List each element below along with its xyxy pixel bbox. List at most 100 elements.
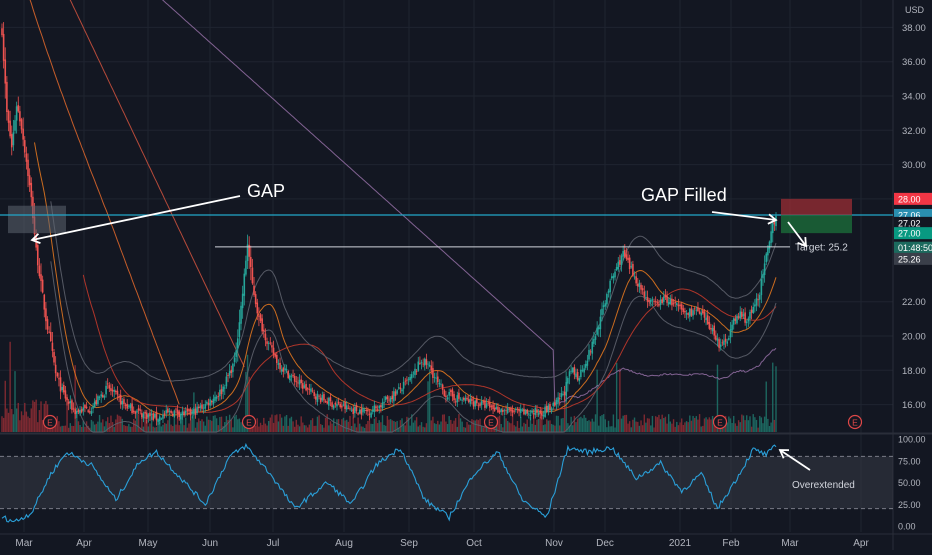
volume-bar: [667, 414, 670, 432]
profit-zone: [781, 214, 852, 234]
volume-bar: [80, 426, 83, 432]
candle-body: [770, 231, 772, 243]
volume-bar: [175, 424, 177, 432]
candle-body: [623, 249, 626, 257]
volume-bar: [474, 420, 476, 432]
volume-bar: [180, 417, 182, 432]
candle-body: [474, 400, 476, 407]
volume-bar: [154, 427, 156, 432]
candle-body: [531, 410, 533, 413]
volume-bar: [92, 421, 94, 432]
candle-body: [480, 401, 483, 406]
candle-body: [162, 414, 164, 419]
candle-body: [95, 399, 98, 405]
candle-body: [542, 415, 545, 417]
volume-bar: [368, 420, 371, 432]
candle-body: [484, 400, 486, 408]
candle-body: [106, 383, 109, 385]
candle-body: [432, 368, 434, 378]
candle-body: [412, 372, 415, 374]
x-tick-label: Jun: [202, 538, 218, 549]
volume-bar: [61, 425, 63, 432]
candle-body: [64, 390, 67, 399]
candle-body: [380, 405, 382, 408]
volume-bar: [24, 402, 26, 432]
volume-bar: [357, 417, 359, 432]
volume-bar: [406, 416, 408, 432]
volume-bar: [93, 424, 96, 432]
volume-bar: [687, 422, 689, 432]
x-tick-label: Apr: [853, 538, 869, 549]
volume-bar: [261, 425, 263, 432]
volume-bar: [85, 421, 88, 432]
volume-bar: [133, 419, 135, 432]
candle-body: [557, 397, 559, 403]
volume-bar: [707, 419, 709, 432]
volume-bar: [297, 424, 299, 432]
candle-body: [384, 396, 387, 400]
volume-bar: [741, 414, 743, 432]
candle-body: [383, 401, 385, 403]
volume-bar: [393, 420, 395, 432]
volume-bar: [302, 422, 304, 432]
volume-bar: [259, 422, 262, 432]
candle-body: [272, 347, 275, 355]
volume-bar: [458, 414, 460, 432]
volume-bar: [728, 416, 730, 432]
candle-body: [241, 293, 244, 309]
candle-body: [315, 396, 317, 400]
volume-bar: [625, 414, 628, 432]
volume-bar: [311, 418, 314, 432]
volume-bar: [181, 419, 184, 432]
candle-body: [201, 404, 203, 409]
candle-body: [612, 275, 615, 279]
volume-bar: [134, 420, 137, 432]
volume-bar: [316, 416, 319, 432]
candle-body: [318, 395, 320, 397]
candle-body: [703, 311, 706, 318]
volume-bar: [602, 414, 605, 432]
volume-bar: [292, 421, 294, 432]
volume-bar: [747, 420, 750, 432]
candle-body: [141, 413, 143, 418]
overextended-arrow-head: [778, 449, 790, 459]
candle-body: [575, 373, 577, 377]
candle-body: [287, 371, 289, 378]
candle-body: [502, 409, 504, 413]
candle-body: [524, 410, 527, 415]
candle-body: [41, 279, 44, 293]
volume-bar: [333, 418, 335, 432]
x-tick-label: Jul: [267, 538, 280, 549]
candle-body: [641, 288, 644, 291]
volume-bar: [72, 426, 75, 432]
x-tick-label: Apr: [76, 538, 92, 549]
volume-bar: [67, 427, 70, 432]
volume-bar: [438, 424, 441, 432]
candle-body: [658, 304, 660, 306]
candle-body: [321, 395, 324, 401]
volume-bar: [648, 418, 650, 432]
candle-body: [513, 410, 516, 412]
volume-bar: [230, 419, 232, 432]
volume-bar: [775, 366, 777, 432]
candle-body: [137, 408, 140, 411]
candle-body: [82, 407, 85, 411]
volume-bar: [279, 414, 281, 432]
volume-bar: [601, 415, 603, 432]
volume-bar: [697, 419, 699, 432]
volume-bar: [513, 425, 515, 432]
candle-body: [588, 349, 590, 360]
volume-bar: [126, 426, 128, 432]
candle-body: [503, 410, 506, 412]
candle-body: [74, 409, 76, 415]
volume-bar: [611, 426, 613, 432]
candle-body: [147, 414, 150, 418]
volume-bar: [708, 417, 711, 432]
candle-body: [396, 390, 398, 394]
candle-body: [391, 395, 394, 400]
oscillator-series-line: [1, 442, 777, 523]
candle-body: [358, 409, 361, 414]
candle-body: [702, 310, 704, 314]
volume-bar: [432, 416, 434, 432]
